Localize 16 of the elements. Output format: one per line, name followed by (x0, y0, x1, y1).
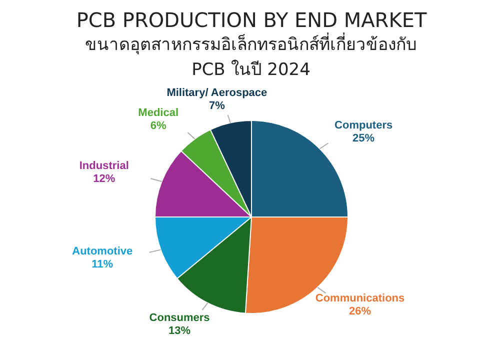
slice-label: Medical (138, 107, 179, 120)
data-label: 7% (208, 100, 226, 112)
chart-subtitle: ขนาดอุตสาหกรรมอิเล็กทรอนิกส์ที่เกี่ยวข้องกับ PCB ในปี 2024 (84, 33, 418, 82)
data-label: 12% (93, 173, 116, 186)
slice-label: Military/ Aerospace (166, 86, 268, 99)
slice-label: Industrial (79, 160, 129, 172)
slice-label: Consumers (149, 312, 210, 324)
data-label: 25% (352, 132, 375, 144)
chart-title: PCB PRODUCTION BY END MARKET (75, 8, 428, 32)
slice-label: Communications (315, 292, 405, 304)
data-label: 26% (348, 305, 372, 318)
data-label: 6% (150, 120, 166, 132)
data-label: 13% (168, 324, 191, 337)
slice-label: Computers (334, 119, 393, 132)
data-label: 11% (92, 258, 114, 270)
slice-label: Automotive (72, 245, 133, 258)
